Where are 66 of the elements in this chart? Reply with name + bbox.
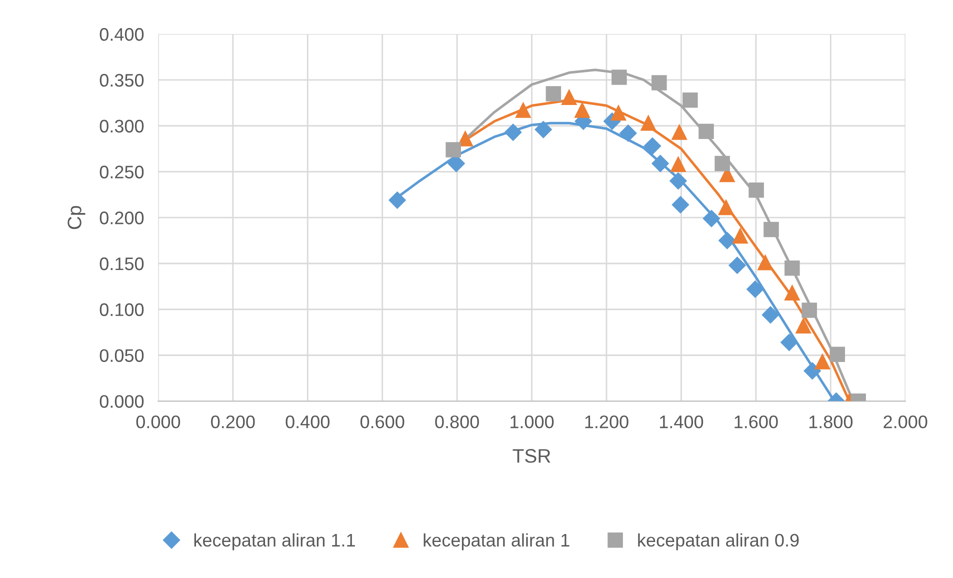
point	[640, 115, 656, 131]
point	[534, 120, 552, 138]
point	[670, 172, 687, 190]
point	[830, 346, 845, 362]
x-tick-label: 1.800	[809, 416, 853, 428]
point	[748, 182, 764, 198]
legend-label: kecepatan aliran 1	[424, 533, 570, 550]
y-tick-label: 0.000	[100, 395, 144, 408]
x-tick-label: 2.000	[884, 416, 928, 428]
point	[652, 154, 669, 172]
point	[784, 260, 800, 276]
point	[612, 70, 627, 85]
y-tick-label: 0.250	[100, 166, 144, 178]
point	[561, 90, 577, 106]
x-tick-label: 1.000	[510, 416, 554, 428]
x-axis-title: TSR	[512, 449, 550, 463]
point	[762, 306, 780, 324]
y-tick-label: 0.100	[100, 303, 144, 316]
point	[682, 92, 698, 108]
point	[780, 334, 798, 351]
point	[802, 302, 817, 318]
point	[746, 280, 764, 298]
point	[610, 105, 626, 121]
point	[574, 102, 590, 118]
point	[758, 254, 773, 270]
y-tick-label: 0.400	[100, 28, 144, 41]
x-tick-label: 0.600	[360, 416, 404, 428]
point	[446, 142, 461, 158]
point	[644, 137, 661, 155]
point	[516, 102, 531, 118]
point	[546, 86, 562, 102]
y-tick-label: 0.300	[100, 120, 144, 133]
x-tick-label: 1.600	[734, 416, 778, 428]
y-tick-label: 0.350	[100, 74, 144, 87]
x-tick-label: 1.200	[585, 416, 628, 428]
x-tick-label: 1.400	[660, 416, 704, 428]
legend-label: kecepatan aliran 1.1	[194, 533, 355, 550]
point	[804, 362, 821, 380]
point	[652, 75, 667, 90]
x-tick-label: 0.200	[211, 416, 255, 428]
point	[784, 285, 800, 300]
point	[670, 156, 686, 172]
point	[672, 124, 687, 140]
y-axis-title: Cp	[68, 206, 86, 230]
point	[764, 222, 779, 238]
x-tick-label: 0.800	[435, 416, 479, 428]
legend-label: kecepatan aliran 0.9	[638, 533, 799, 550]
point	[814, 354, 830, 370]
point	[620, 124, 637, 142]
point	[672, 196, 690, 214]
y-tick-label: 0.200	[100, 212, 144, 224]
y-tick-label: 0.050	[100, 349, 144, 362]
point	[718, 200, 734, 216]
x-tick-label: 0.400	[286, 416, 330, 428]
point	[796, 318, 812, 334]
point	[504, 124, 522, 141]
y-tick-label: 0.150	[100, 257, 144, 270]
point	[458, 131, 473, 146]
point	[728, 256, 746, 274]
x-tick-label: 0.000	[136, 416, 180, 428]
point	[702, 210, 720, 228]
point	[388, 192, 406, 209]
point	[732, 228, 748, 244]
point	[698, 124, 714, 140]
point	[714, 156, 730, 172]
point	[718, 232, 736, 250]
